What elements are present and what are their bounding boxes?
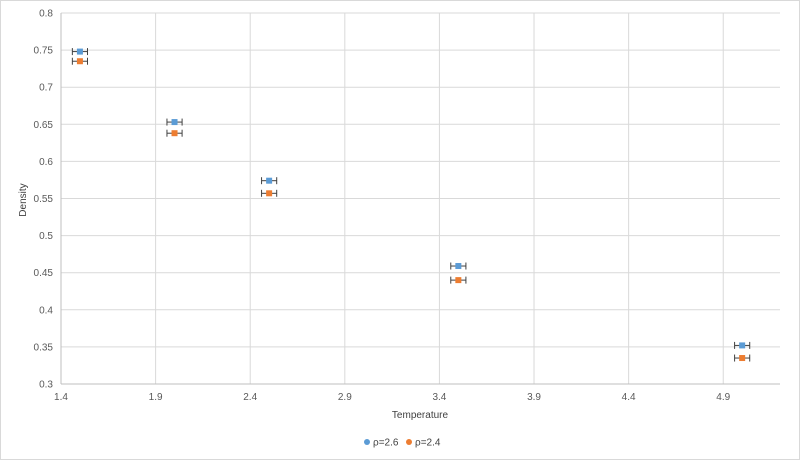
y-tick-label: 0.75 [34,46,54,57]
data-point [739,342,746,349]
x-tick-label: 2.4 [243,392,257,403]
y-axis-ticks: 0.3 0.35 0.4 0.45 0.5 0.55 0.6 0.65 0.7 0.75 0.8 [34,9,54,391]
legend-label: ρ=2.4 [415,438,441,449]
data-point [455,263,462,270]
x-tick-label: 3.4 [432,392,446,403]
y-tick-label: 0.4 [39,305,53,316]
y-tick-label: 0.35 [34,342,54,353]
legend: ρ=2.6 ρ=2.4 [364,438,441,449]
x-tick-label: 1.9 [149,392,163,403]
y-tick-label: 0.7 [39,83,53,94]
data-point [739,355,746,362]
series-2 [71,57,751,362]
data-series [71,48,751,362]
legend-item-1: ρ=2.6 [364,438,399,449]
x-tick-label: 4.9 [716,392,730,403]
legend-marker [364,439,370,445]
data-point [455,277,462,284]
x-tick-label: 3.9 [527,392,541,403]
y-tick-label: 0.45 [34,268,54,279]
y-tick-label: 0.5 [39,231,53,242]
x-tick-label: 2.9 [338,392,352,403]
series-1 [71,48,751,349]
data-point [266,177,273,184]
legend-label: ρ=2.6 [373,438,399,449]
data-point [76,48,83,55]
data-point [266,190,273,197]
x-axis-ticks: 1.4 1.9 2.4 2.9 3.4 3.9 4.4 4.9 [54,392,731,403]
data-point [76,58,83,65]
x-tick-label: 1.4 [54,392,68,403]
data-point [171,130,178,137]
y-tick-label: 0.55 [34,194,54,205]
data-point [171,119,178,126]
x-tick-label: 4.4 [622,392,636,403]
y-tick-label: 0.3 [39,380,53,391]
y-tick-label: 0.6 [39,157,53,168]
legend-marker [406,439,412,445]
y-tick-label: 0.8 [39,9,53,20]
legend-item-2: ρ=2.4 [406,438,441,449]
gridlines [60,12,780,385]
x-axis-title: Temperature [392,410,449,421]
y-axis-title: Density [18,183,29,216]
y-tick-label: 0.65 [34,120,54,131]
